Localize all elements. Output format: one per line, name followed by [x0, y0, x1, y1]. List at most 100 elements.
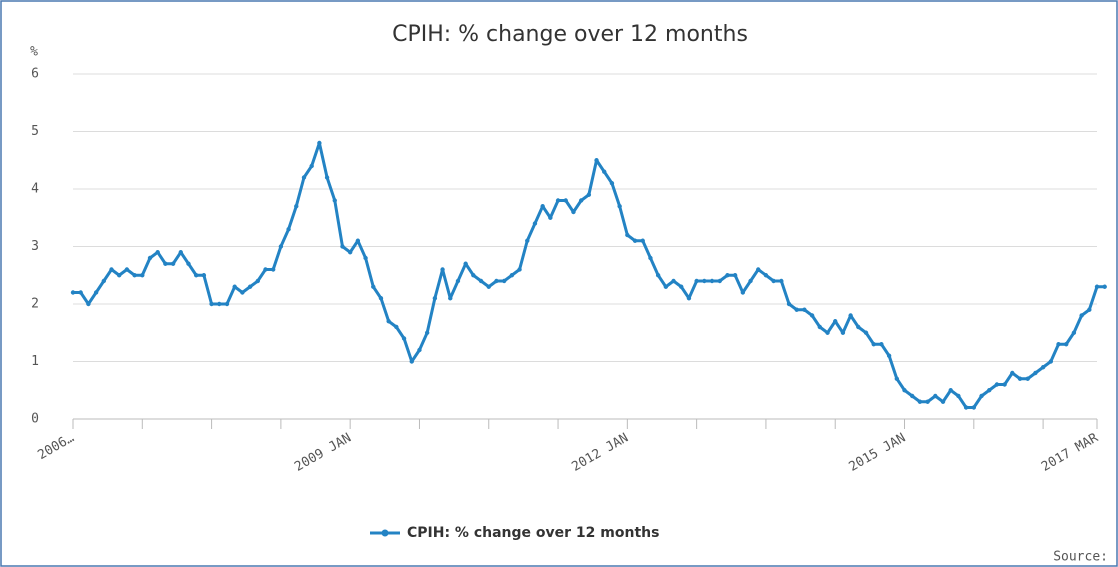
y-tick-label: 0 — [31, 412, 39, 427]
data-point — [294, 204, 299, 209]
data-point — [709, 278, 715, 284]
data-point — [486, 284, 491, 289]
data-point — [763, 273, 769, 278]
data-point — [956, 393, 961, 399]
data-point — [971, 405, 977, 410]
data-point — [594, 158, 599, 163]
data-point — [432, 296, 438, 301]
data-point — [471, 273, 476, 278]
data-point — [86, 301, 91, 307]
data-point — [155, 250, 160, 255]
data-point — [371, 284, 376, 289]
data-point — [363, 255, 368, 261]
data-point — [1017, 376, 1023, 381]
data-point — [163, 261, 168, 266]
data-point — [679, 284, 684, 289]
data-point — [671, 278, 676, 284]
data-point — [386, 319, 391, 324]
data-point — [232, 284, 237, 289]
data-point — [779, 278, 784, 284]
data-point — [109, 267, 114, 272]
source: Source: — [1053, 550, 1108, 565]
data-point — [555, 198, 561, 203]
data-point — [694, 278, 699, 284]
y-tick-label: 6 — [31, 67, 39, 82]
data-point — [140, 273, 145, 278]
data-point — [809, 313, 815, 318]
data-point — [247, 284, 253, 289]
data-point — [224, 301, 230, 307]
data-point — [617, 204, 622, 209]
data-point — [979, 393, 984, 399]
data-point — [1071, 330, 1077, 335]
data-point — [517, 267, 522, 272]
y-tick-label: 1 — [31, 354, 39, 369]
data-point — [255, 278, 260, 284]
data-point — [332, 198, 337, 203]
data-point — [201, 273, 207, 278]
data-point — [632, 238, 638, 243]
data-point — [540, 204, 545, 209]
data-point — [309, 163, 314, 169]
data-point — [417, 347, 422, 353]
data-point — [948, 388, 953, 393]
data-point — [1010, 370, 1015, 376]
data-point — [578, 198, 584, 203]
y-tick-label: 4 — [31, 182, 39, 197]
data-point — [902, 388, 907, 393]
data-point — [1079, 313, 1084, 318]
data-point — [586, 192, 592, 197]
data-point — [1087, 307, 1092, 312]
data-point — [78, 290, 83, 295]
data-point — [455, 278, 461, 284]
data-point — [178, 250, 183, 255]
data-point — [840, 330, 846, 335]
data-point — [409, 359, 414, 364]
data-point — [871, 342, 876, 347]
data-point — [856, 324, 861, 330]
data-point — [717, 278, 722, 284]
data-point — [217, 301, 222, 307]
data-point — [817, 324, 823, 330]
data-point — [1002, 382, 1007, 387]
y-axis-label: % — [30, 45, 38, 60]
data-point — [655, 273, 661, 278]
legend-marker — [381, 529, 389, 537]
data-point — [1102, 284, 1107, 289]
data-point — [93, 290, 99, 295]
data-point — [1056, 342, 1061, 347]
data-point — [548, 215, 553, 220]
data-point — [1048, 359, 1054, 364]
data-point — [378, 296, 384, 301]
data-point — [124, 267, 130, 272]
data-point — [394, 324, 399, 330]
data-point — [663, 284, 669, 289]
data-point — [732, 273, 738, 278]
data-point — [940, 399, 946, 404]
data-point — [440, 267, 445, 272]
data-point — [301, 175, 307, 180]
data-point — [1064, 342, 1069, 347]
data-point — [209, 301, 214, 307]
data-point — [186, 261, 191, 266]
data-point — [317, 140, 322, 146]
data-point — [286, 227, 291, 232]
data-point — [894, 376, 900, 381]
data-point — [532, 221, 538, 226]
data-point — [501, 278, 507, 284]
data-point — [240, 290, 245, 295]
data-point — [879, 342, 884, 347]
data-point — [1040, 365, 1046, 370]
data-point — [70, 290, 76, 295]
data-point — [963, 405, 969, 410]
data-point — [116, 273, 122, 278]
data-point — [786, 301, 792, 307]
data-point — [463, 261, 468, 266]
data-point — [525, 238, 530, 243]
data-point — [648, 255, 653, 261]
data-point — [424, 330, 430, 335]
data-point — [170, 261, 176, 266]
data-point — [917, 399, 923, 404]
data-point — [910, 393, 915, 399]
